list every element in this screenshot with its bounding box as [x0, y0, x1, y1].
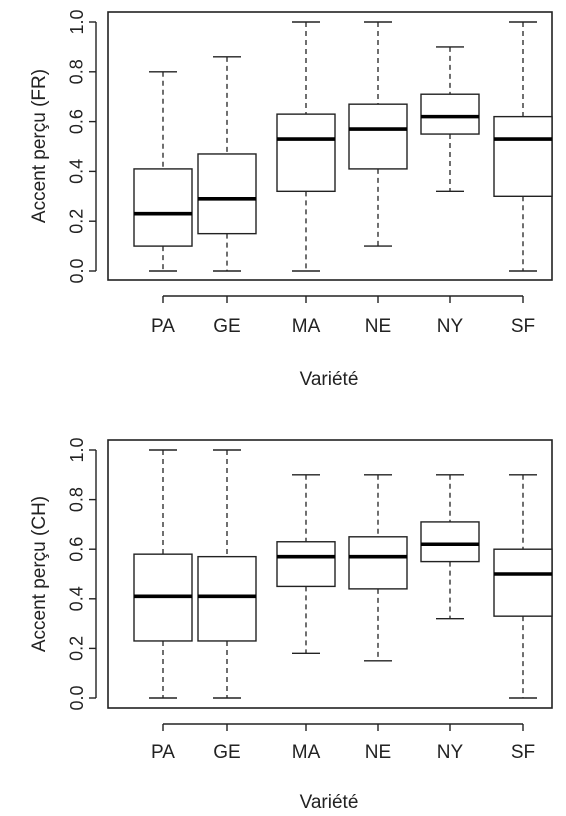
x-tick-label: GE	[213, 316, 240, 337]
x-tick-label: MA	[292, 742, 321, 763]
interquartile-box	[197, 153, 257, 235]
interquartile-box	[420, 521, 480, 563]
interquartile-box	[133, 168, 193, 247]
interquartile-box	[348, 103, 408, 170]
x-tick-label: NE	[365, 316, 391, 337]
y-tick-label: 0.0	[67, 258, 87, 283]
y-axis-title: Accent perçu (FR)	[29, 69, 50, 223]
x-axis-title: Variété	[300, 369, 359, 390]
interquartile-box	[348, 536, 408, 590]
interquartile-box	[493, 548, 553, 617]
box-PA	[133, 449, 193, 699]
x-tick-label: SF	[511, 742, 535, 763]
y-tick-label: 0.8	[67, 487, 87, 512]
y-tick-label: 0.2	[67, 636, 87, 661]
interquartile-box	[197, 555, 257, 642]
y-tick-label: 0.8	[67, 59, 87, 84]
interquartile-box	[276, 113, 336, 193]
boxplot-panel-1: 0.0 0.2 0.4 0.6 0.8 1.0 Accent perçu (FR) PA GE M…	[29, 9, 553, 390]
x-tick-label: PA	[151, 742, 175, 763]
y-tick-label: 0.6	[67, 109, 87, 134]
x-tick-label: NY	[437, 316, 464, 337]
y-tick-label: 1.0	[67, 9, 87, 34]
box-SF	[493, 21, 553, 272]
y-tick-label: 0.4	[67, 586, 87, 611]
box-NY	[420, 474, 480, 620]
box-GE	[197, 56, 257, 272]
interquartile-box	[276, 541, 336, 588]
box-PA	[133, 71, 193, 272]
box-NE	[348, 474, 408, 662]
box-MA	[276, 474, 336, 655]
x-tick-label: MA	[292, 316, 321, 337]
box-NY	[420, 46, 480, 193]
y-tick-label: 0.6	[67, 537, 87, 562]
y-tick-label: 0.4	[67, 159, 87, 184]
box-MA	[276, 21, 336, 272]
y-tick-label: 0.0	[67, 685, 87, 710]
x-tick-label: GE	[213, 742, 240, 763]
x-axis-title: Variété	[300, 792, 359, 813]
x-tick-label: PA	[151, 316, 175, 337]
interquartile-box	[420, 93, 480, 135]
box-SF	[493, 474, 553, 699]
interquartile-box	[493, 115, 553, 198]
box-NE	[348, 21, 408, 247]
y-tick-label: 0.2	[67, 209, 87, 234]
x-tick-label: NY	[437, 742, 464, 763]
y-tick-label: 1.0	[67, 437, 87, 462]
y-axis-title: Accent perçu (CH)	[29, 496, 50, 652]
x-tick-label: NE	[365, 742, 391, 763]
x-tick-label: SF	[511, 316, 535, 337]
boxplot-panel-2: 0.0 0.2 0.4 0.6 0.8 1.0 Accent perçu (CH) PA GE M…	[29, 437, 553, 813]
box-GE	[197, 449, 257, 699]
